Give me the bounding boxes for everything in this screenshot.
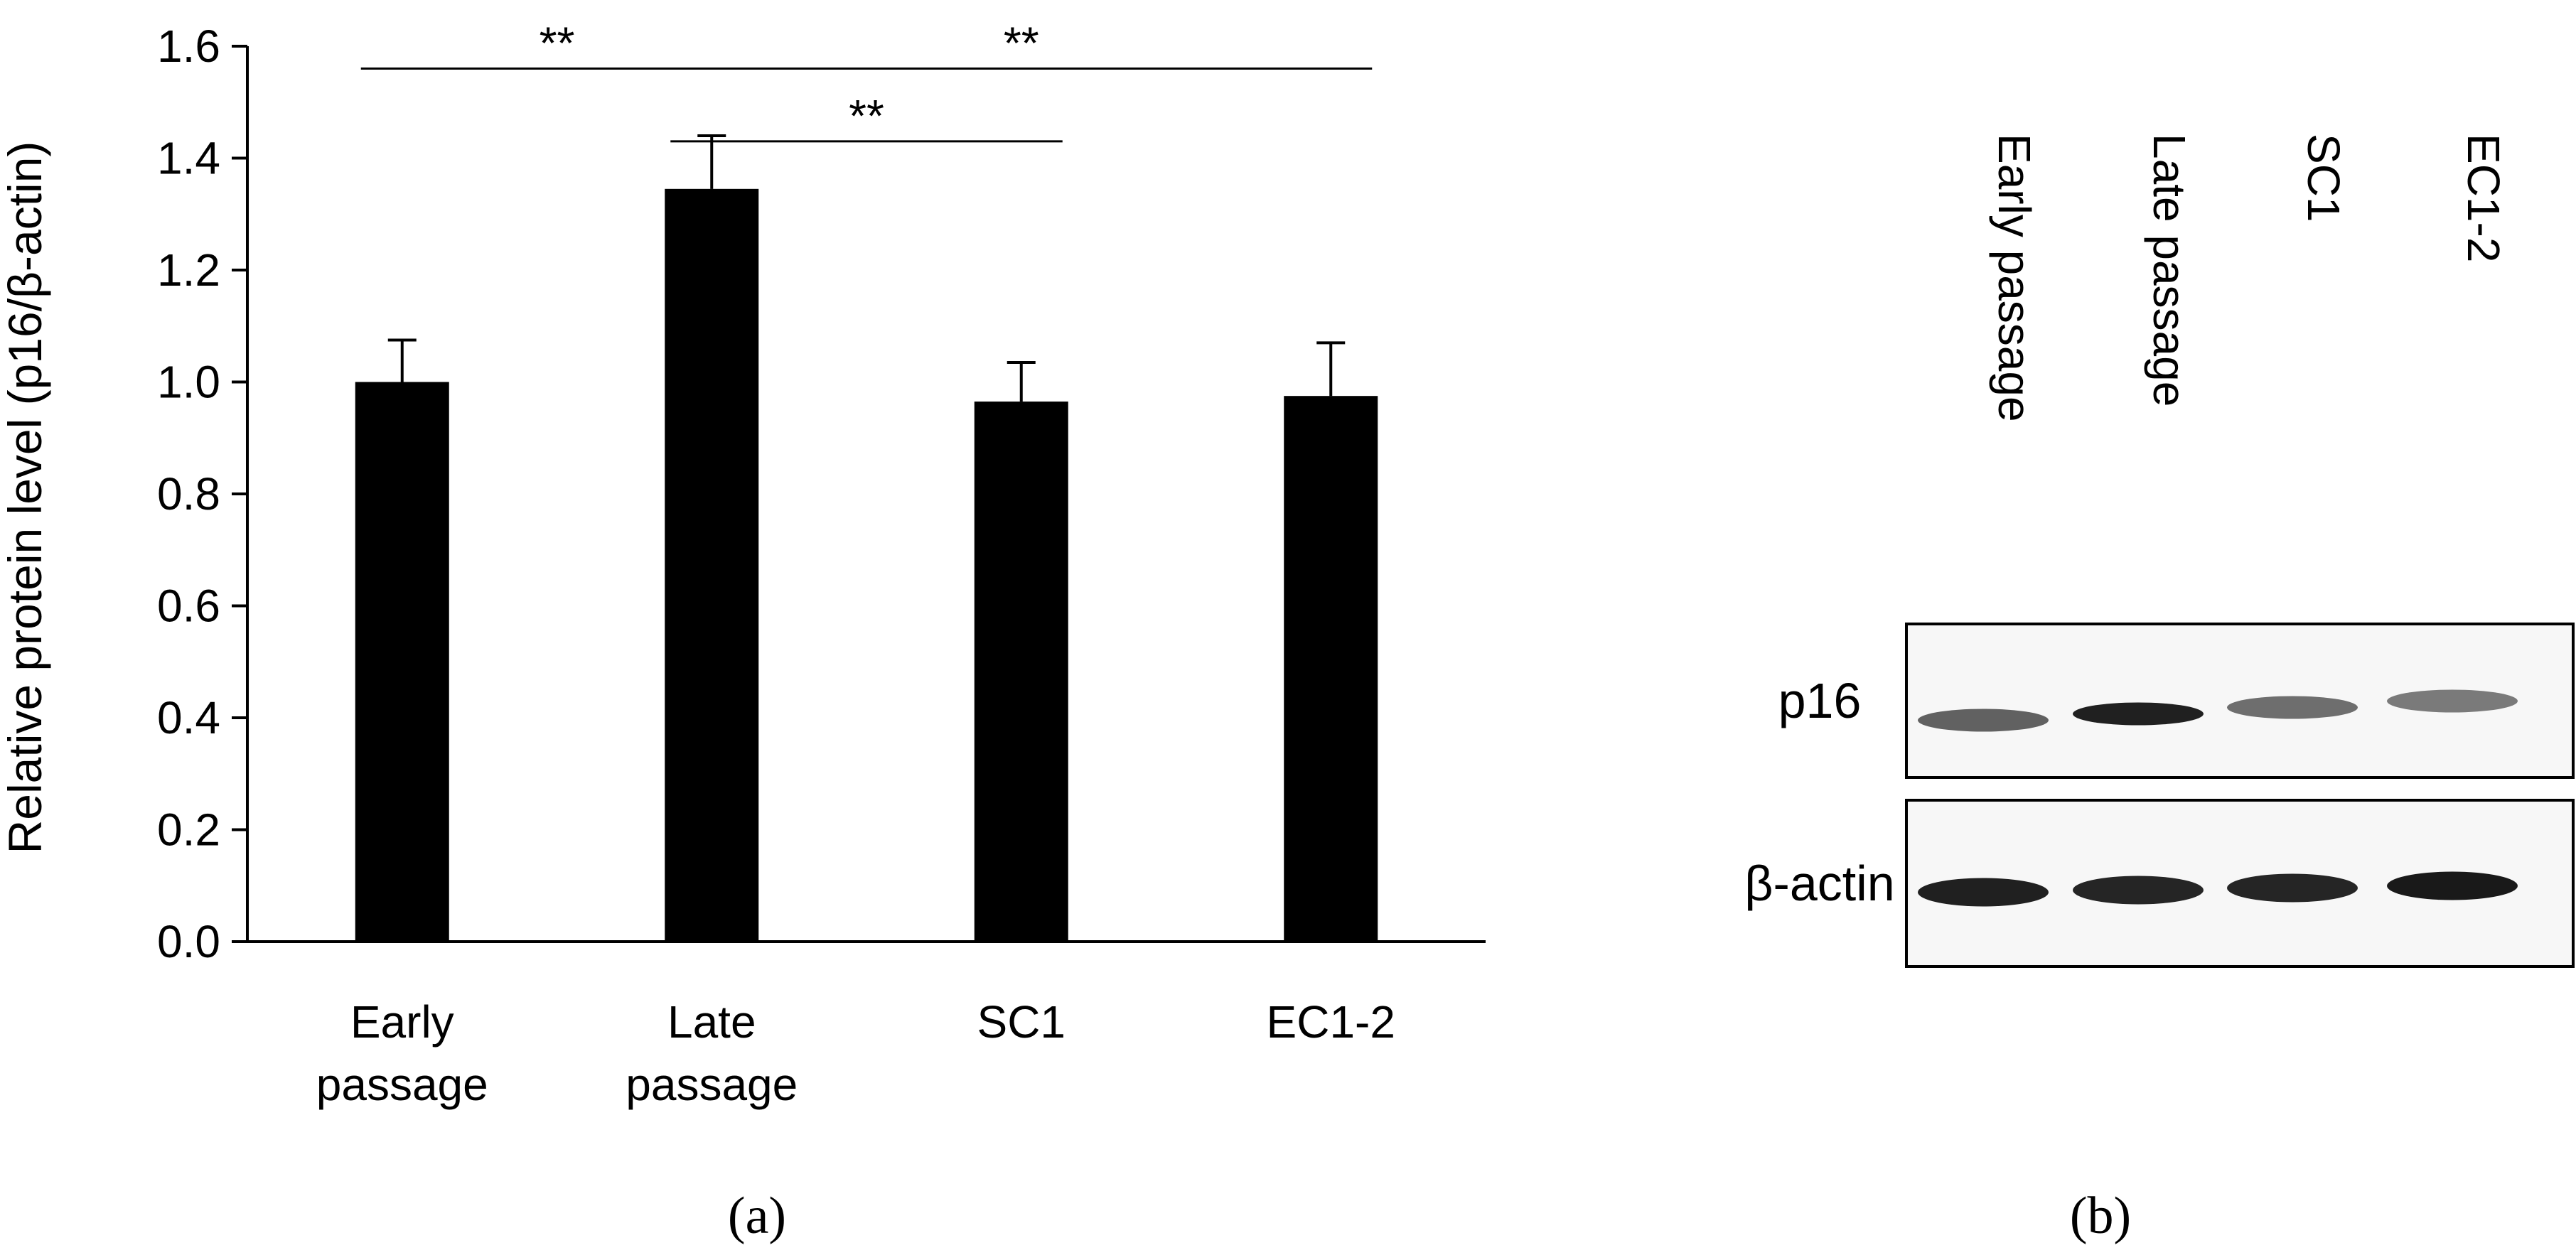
x-tick-label: EC1-2: [1267, 996, 1395, 1048]
bar: [975, 402, 1068, 942]
x-tick-label-line: Early: [350, 996, 454, 1048]
bars: [355, 136, 1378, 942]
blot-band: [2227, 874, 2358, 903]
x-axis: Early passage Late passage SC1 EC1-2: [247, 942, 1486, 1110]
blot-lane-label: Late passage: [2144, 134, 2195, 406]
y-axis-label: Relative protein level (p16/β-actin): [0, 141, 51, 854]
x-tick-label-line: EC1-2: [1267, 996, 1395, 1048]
blot-band: [2387, 690, 2518, 713]
y-tick-label: 1.4: [157, 133, 220, 184]
significance-brackets: ** ** **: [361, 18, 1373, 141]
blot-row: p16: [1778, 624, 2573, 777]
y-axis: 0.0 0.2 0.4 0.6 0.8 1.0 1.2 1.4 1.6: [157, 21, 247, 967]
x-tick-label: Late passage: [626, 996, 798, 1110]
bar: [665, 189, 758, 942]
blot-band: [2387, 872, 2518, 900]
significance-stars: **: [849, 90, 884, 141]
blot-band: [2073, 703, 2204, 726]
blot-lane-labels: Early passage Late passage SC1 EC1-2: [1989, 134, 2509, 422]
panel-label-a: (a): [728, 1187, 786, 1245]
blot-row-label: β-actin: [1744, 856, 1894, 911]
x-tick-label: SC1: [977, 996, 1066, 1048]
blot-lane-label: Early passage: [1989, 134, 2040, 422]
x-tick-label: Early passage: [316, 996, 488, 1110]
blot-band: [1918, 878, 2049, 907]
x-tick-label-line: passage: [316, 1059, 488, 1110]
significance-stars: **: [1004, 18, 1039, 69]
y-tick-label: 0.8: [157, 468, 220, 519]
blot-band: [2073, 876, 2204, 905]
blot-band: [2227, 696, 2358, 719]
blot-row-label: p16: [1778, 673, 1862, 728]
y-tick-label: 1.0: [157, 357, 220, 408]
significance-stars: **: [540, 18, 575, 69]
y-tick-label: 0.2: [157, 804, 220, 856]
panel-label-b: (b): [2070, 1187, 2131, 1245]
x-tick-label-line: SC1: [977, 996, 1066, 1048]
bar-chart: 0.0 0.2 0.4 0.6 0.8 1.0 1.2 1.4 1.6 Early passage…: [0, 18, 1486, 1111]
bar: [355, 382, 449, 942]
y-tick-label: 0.4: [157, 692, 220, 743]
western-blot: Early passage Late passage SC1 EC1-2 p16 β-a…: [1744, 134, 2573, 966]
y-tick-label: 0.0: [157, 916, 220, 967]
blot-lane-label: EC1-2: [2458, 134, 2509, 262]
blot-row: β-actin: [1744, 800, 2573, 966]
y-tick-label: 1.6: [157, 21, 220, 72]
y-tick-label: 0.6: [157, 581, 220, 632]
bar: [1284, 396, 1378, 942]
x-tick-label-line: Late: [667, 996, 756, 1048]
y-tick-label: 1.2: [157, 244, 220, 296]
blot-lane-label: SC1: [2298, 134, 2349, 222]
figure: 0.0 0.2 0.4 0.6 0.8 1.0 1.2 1.4 1.6 Early passage…: [0, 0, 2576, 1260]
x-tick-label-line: passage: [626, 1059, 798, 1110]
blot-rows: p16 β-actin: [1744, 624, 2573, 966]
blot-band: [1918, 709, 2049, 732]
